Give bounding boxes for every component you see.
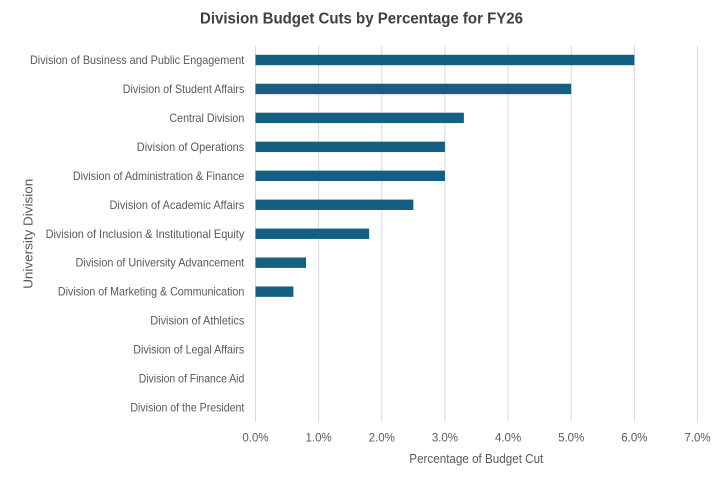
svg-text:7.0%: 7.0%	[684, 433, 710, 445]
svg-text:4.0%: 4.0%	[495, 433, 521, 445]
svg-text:Central Division: Central Division	[169, 112, 244, 125]
svg-text:Division of the President: Division of the President	[130, 402, 245, 415]
svg-text:Division Budget Cuts by Percen: Division Budget Cuts by Percentage for F…	[200, 11, 523, 28]
svg-text:5.0%: 5.0%	[558, 433, 584, 445]
svg-text:0.0%: 0.0%	[242, 433, 268, 445]
svg-text:Division of University Advance: Division of University Advancement	[76, 257, 245, 270]
svg-text:Division of Athletics: Division of Athletics	[150, 315, 244, 328]
svg-text:Division of Business and Publi: Division of Business and Public Engageme…	[30, 54, 245, 67]
svg-text:Division of Marketing & Commun: Division of Marketing & Communication	[58, 286, 244, 299]
svg-text:6.0%: 6.0%	[621, 433, 647, 445]
svg-text:Division of Administration & F: Division of Administration & Finance	[73, 170, 244, 183]
svg-text:Division of Finance Aid: Division of Finance Aid	[139, 373, 245, 386]
svg-text:Division of Legal Affairs: Division of Legal Affairs	[133, 344, 244, 357]
svg-text:Division of Operations: Division of Operations	[137, 141, 245, 154]
svg-text:3.0%: 3.0%	[432, 433, 458, 445]
svg-text:University Division: University Division	[22, 179, 36, 289]
svg-text:Division of Inclusion & Instit: Division of Inclusion & Institutional Eq…	[46, 228, 245, 241]
svg-text:2.0%: 2.0%	[369, 433, 395, 445]
svg-text:1.0%: 1.0%	[306, 433, 332, 445]
svg-text:Division of Academic Affairs: Division of Academic Affairs	[110, 199, 245, 212]
svg-text:Percentage of Budget Cut: Percentage of Budget Cut	[409, 452, 543, 466]
svg-text:Division of Student Affairs: Division of Student Affairs	[123, 83, 245, 96]
